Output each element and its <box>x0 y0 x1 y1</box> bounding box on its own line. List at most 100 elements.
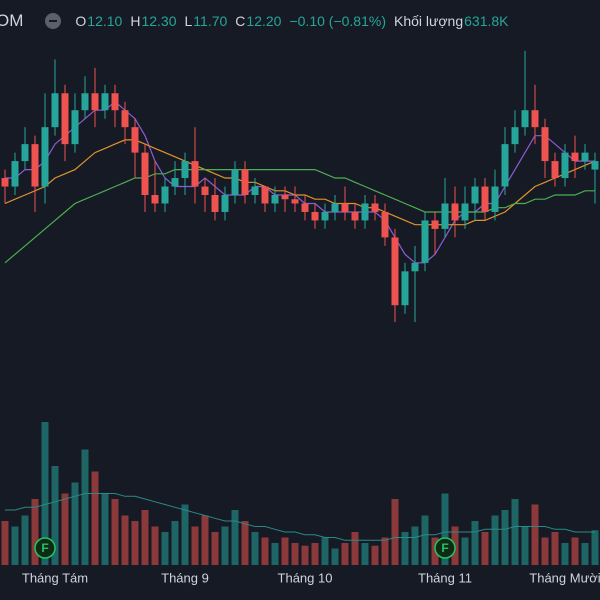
candle-body <box>181 161 189 179</box>
volume-bar <box>221 526 229 565</box>
candle-body <box>191 161 199 187</box>
volume-bar <box>31 499 39 565</box>
candle-body <box>291 199 299 204</box>
volume-ma-line <box>5 493 595 541</box>
candle-body <box>151 195 159 204</box>
volume-bar <box>281 537 289 565</box>
candle-body <box>311 211 319 221</box>
x-tick-label: Tháng Tám <box>22 570 88 585</box>
volume-bar <box>421 515 429 565</box>
volume-bar <box>161 532 169 565</box>
candle-body <box>321 211 329 221</box>
volume-value: 631.8K <box>464 13 509 29</box>
candle-body <box>61 93 69 145</box>
candle-body <box>541 127 549 162</box>
event-marker <box>34 537 56 559</box>
change-value: −0.10 (−0.81%) <box>289 13 386 29</box>
event-label: F <box>41 541 48 555</box>
candle-body <box>411 262 419 272</box>
candle-body <box>461 203 469 221</box>
volume-bar <box>571 537 579 565</box>
volume-bar <box>401 532 409 565</box>
volume-bar <box>121 515 129 565</box>
volume-bar <box>251 532 259 565</box>
event-label: F <box>441 541 448 555</box>
candle-body <box>221 195 229 212</box>
volume-bar <box>61 493 69 565</box>
volume-bar <box>551 532 559 565</box>
candle-body <box>91 93 99 111</box>
candle-body <box>581 152 589 162</box>
x-tick-label: Tháng 10 <box>278 570 333 585</box>
candle-body <box>481 186 489 212</box>
close-value: 12.20 <box>246 13 282 29</box>
volume-bar <box>331 548 339 565</box>
candle-body <box>31 144 39 187</box>
volume-bar <box>141 510 149 565</box>
volume-bar <box>71 482 79 565</box>
volume-bar <box>1 521 9 565</box>
volume-bar <box>81 449 89 565</box>
candle-body <box>571 152 579 162</box>
volume-bar <box>321 537 329 565</box>
volume-bar <box>91 471 99 565</box>
volume-bar <box>231 510 239 565</box>
volume-bar <box>111 499 119 565</box>
candle-body <box>521 110 529 128</box>
volume-bar <box>541 537 549 565</box>
low-value: 11.70 <box>193 13 228 29</box>
volume-bar <box>461 537 469 565</box>
volume-bar <box>201 515 209 565</box>
candle-body <box>11 161 19 187</box>
volume-bar <box>311 543 319 565</box>
candle-body <box>1 178 9 187</box>
candle-body <box>391 237 399 306</box>
candle-body <box>81 93 89 111</box>
legend-header: OM O 12.10 H 12.30 L 11.70 C 12.20 −0.10 (−0… <box>0 10 517 32</box>
volume-bar <box>561 543 569 565</box>
open-value: 12.10 <box>87 13 123 29</box>
symbol: OM <box>0 11 24 30</box>
candle-body <box>361 203 369 221</box>
volume-bar <box>491 515 499 565</box>
volume-bar <box>181 504 189 565</box>
volume-bar <box>171 521 179 565</box>
open-label: O <box>75 13 87 29</box>
volume-bar <box>131 521 139 565</box>
candle-body <box>121 110 129 128</box>
candle-body <box>281 195 289 200</box>
x-tick-label: Tháng Mười <box>529 570 600 585</box>
volume-bar <box>301 545 309 565</box>
volume-bar <box>51 466 59 565</box>
volume-bar <box>531 504 539 565</box>
candle-body <box>341 203 349 212</box>
volume-bar <box>151 526 159 565</box>
candle-body <box>201 186 209 195</box>
x-tick-label: Tháng 9 <box>161 570 209 585</box>
volume-bar <box>351 532 359 565</box>
volume-bar <box>361 543 369 565</box>
candle-body <box>141 152 149 195</box>
volume-bar <box>101 493 109 565</box>
collapse-button[interactable] <box>45 13 62 29</box>
event-marker <box>434 537 456 559</box>
volume-bar <box>391 499 399 565</box>
candle-body <box>261 186 269 204</box>
volume-bar <box>411 526 419 565</box>
volume-bar <box>441 493 449 565</box>
candle-body <box>491 186 499 212</box>
volume-bar <box>381 537 389 565</box>
volume-bar <box>11 526 19 565</box>
volume-label: Khối lượng <box>393 13 464 29</box>
x-tick-label: Tháng 11 <box>418 570 472 585</box>
candle-body <box>431 220 439 229</box>
candle-body <box>51 93 59 128</box>
candle-body <box>171 178 179 187</box>
candle-body <box>371 203 379 212</box>
low-label: L <box>184 13 193 29</box>
candle-body <box>451 203 459 221</box>
candle-body <box>21 144 29 162</box>
candle-body <box>231 169 239 195</box>
volume-bar <box>591 530 599 565</box>
